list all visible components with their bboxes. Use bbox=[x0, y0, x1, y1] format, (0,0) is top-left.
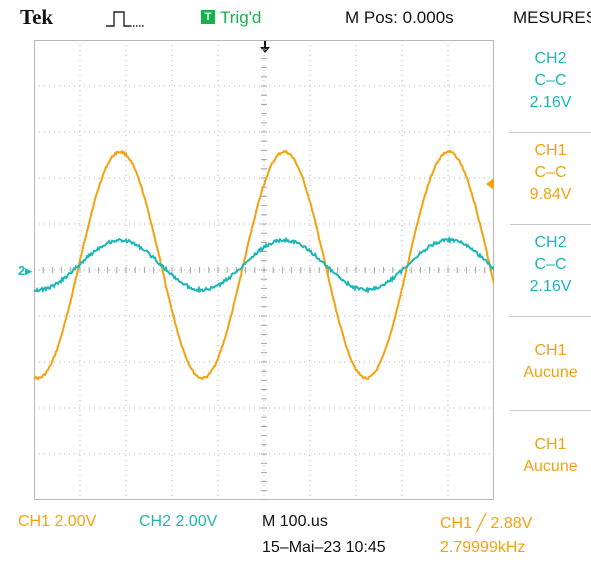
measurement-type: Aucune bbox=[523, 458, 578, 475]
measurement-divider bbox=[510, 410, 591, 411]
ch2-ground-marker: 2▸ bbox=[18, 263, 32, 278]
measurement-value: 2.16V bbox=[529, 278, 572, 295]
trigger-info: CH1 ╱ 2.88V bbox=[440, 515, 533, 532]
trigger-status-icon: T bbox=[201, 10, 215, 24]
waveform-display[interactable] bbox=[34, 40, 494, 500]
measurement-1-button[interactable]: CH2 C–C 2.16V bbox=[510, 40, 591, 133]
measurement-divider bbox=[510, 316, 591, 317]
brand-logo: Tek bbox=[20, 5, 54, 29]
measurement-channel: CH1 bbox=[534, 436, 567, 453]
measurement-type: C–C bbox=[534, 164, 567, 181]
ch2-scale: CH2 2.00V bbox=[139, 513, 218, 530]
measurement-type: C–C bbox=[534, 72, 567, 89]
measurement-channel: CH1 bbox=[534, 342, 567, 359]
acquisition-pulse-icon bbox=[106, 11, 144, 27]
trigger-position-icon bbox=[260, 40, 270, 53]
measurement-divider bbox=[510, 132, 591, 133]
measurement-divider bbox=[510, 224, 591, 225]
datetime: 15–Mai–23 10:45 bbox=[262, 539, 386, 556]
measurement-3-button[interactable]: CH2 C–C 2.16V bbox=[510, 224, 591, 317]
ch1-scale: CH1 2.00V bbox=[18, 513, 97, 530]
frequency-readout: 2.79999kHz bbox=[440, 539, 526, 556]
measurement-type: Aucune bbox=[523, 364, 578, 381]
measurement-value: 9.84V bbox=[529, 186, 572, 203]
measurement-2-button[interactable]: CH1 C–C 9.84V bbox=[510, 132, 591, 225]
status-bar: Tek T Trig'd M Pos: 0.000s MESURES bbox=[0, 0, 591, 38]
measurement-channel: CH2 bbox=[534, 50, 567, 67]
menu-title: MESURES bbox=[513, 8, 591, 27]
measurement-value: 2.16V bbox=[529, 94, 572, 111]
measurement-type: C–C bbox=[534, 256, 567, 273]
trigger-status: Trig'd bbox=[220, 8, 262, 27]
trigger-level-icon bbox=[486, 178, 494, 190]
measurement-5-button[interactable]: CH1 Aucune bbox=[510, 412, 591, 504]
measurement-4-button[interactable]: CH1 Aucune bbox=[510, 318, 591, 411]
main-position: M Pos: 0.000s bbox=[345, 8, 454, 27]
measurement-channel: CH2 bbox=[534, 234, 567, 251]
ch1-trace bbox=[34, 149, 494, 381]
ch2-trace bbox=[34, 235, 494, 295]
timebase: M 100.us bbox=[262, 513, 328, 530]
measurement-channel: CH1 bbox=[534, 142, 567, 159]
